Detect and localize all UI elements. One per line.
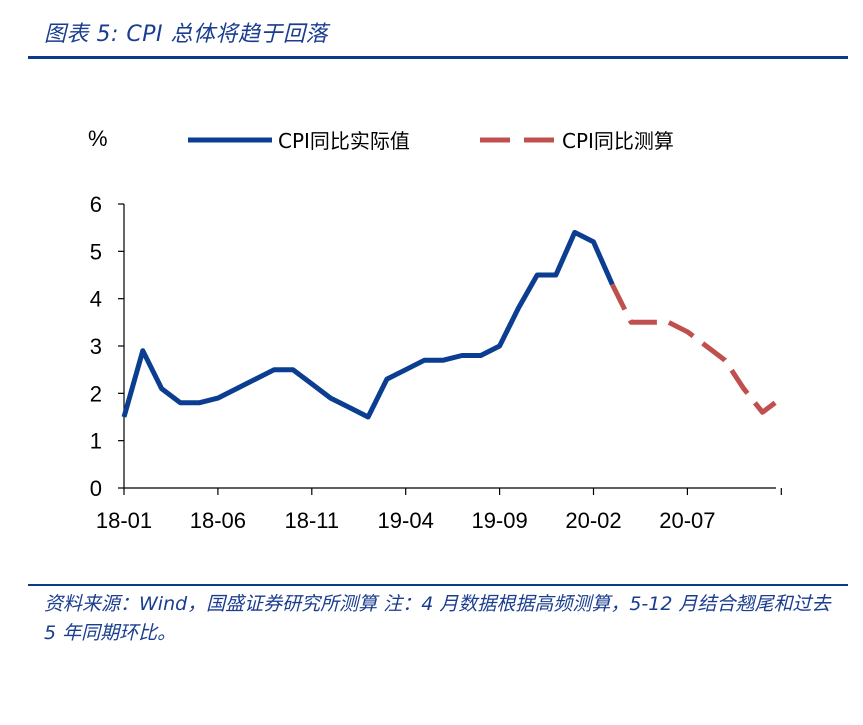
source-note: 资料来源：Wind，国盛证券研究所测算 注：4 月数据根据高频测算，5-12 月…	[44, 593, 831, 644]
x-tick-label: 18-11	[284, 508, 339, 533]
y-tick-label: 5	[90, 239, 102, 264]
x-axis-ticks: 18-01 18-06 18-11 19-04 19-09 20-02 20-07	[96, 488, 782, 533]
y-tick-label: 2	[90, 381, 102, 406]
y-tick-label: 4	[90, 287, 102, 312]
legend: CPI同比实际值 CPI同比测算	[188, 129, 674, 153]
y-tick-label: 0	[90, 476, 102, 501]
series-actual-line	[121, 229, 615, 420]
x-tick-label: 19-09	[471, 508, 527, 533]
cpi-line-chart: 0 1 2 3 4 5 6 18-01 18-06 18-11 19-04 19-09 20-02 20…	[88, 126, 783, 533]
x-tick-label: 18-01	[96, 508, 152, 533]
title-divider	[28, 56, 848, 59]
axes	[123, 204, 776, 489]
series-forecast-line	[610, 283, 783, 415]
legend-label-actual: CPI同比实际值	[278, 129, 410, 153]
y-tick-label: 3	[90, 334, 102, 359]
x-tick-label: 18-06	[190, 508, 246, 533]
y-tick-label: 6	[90, 192, 102, 217]
legend-label-forecast: CPI同比测算	[562, 129, 674, 153]
x-tick-label: 20-02	[565, 508, 621, 533]
y-axis-ticks: 0 1 2 3 4 5 6	[90, 192, 124, 501]
source-divider	[28, 584, 848, 586]
y-axis-label: %	[88, 126, 108, 151]
figure-title: 图表 5: CPI 总体将趋于回落	[44, 22, 329, 47]
x-tick-label: 20-07	[659, 508, 715, 533]
x-tick-label: 19-04	[378, 508, 434, 533]
series-lines	[121, 229, 783, 420]
y-tick-label: 1	[90, 429, 102, 454]
